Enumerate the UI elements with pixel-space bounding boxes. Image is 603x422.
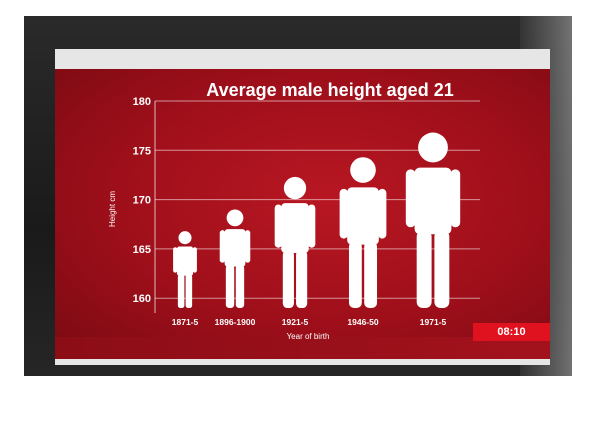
person-head	[226, 209, 244, 227]
person-right-arm	[244, 230, 251, 263]
x-tick-label: 1896-1900	[215, 317, 256, 327]
person-torso	[281, 203, 309, 253]
person-figure	[339, 157, 387, 308]
person-right-leg	[364, 241, 378, 308]
person-head	[350, 157, 376, 183]
y-tick-165: 165	[133, 244, 151, 256]
person-figure	[219, 209, 251, 308]
height-chart: Average male height aged 21 160 165 170 175…	[108, 80, 480, 341]
person-right-leg	[185, 274, 193, 308]
chart-title: Average male height aged 21	[206, 80, 453, 100]
person-torso	[224, 229, 246, 267]
person-figure	[405, 132, 461, 308]
person-right-arm	[450, 169, 461, 228]
person-left-leg	[416, 230, 432, 308]
person-right-arm	[308, 204, 316, 248]
person-right-leg	[296, 250, 308, 308]
y-tick-180: 180	[133, 96, 151, 108]
person-head	[418, 132, 448, 163]
x-tick-label: 1946-50	[347, 317, 378, 327]
x-tick-label: 1971-5	[420, 317, 447, 327]
person-figure	[173, 231, 197, 308]
y-tick-160: 160	[133, 293, 151, 305]
bottom-strip	[55, 337, 550, 359]
person-left-arm	[405, 169, 416, 228]
x-axis-label: Year of birth	[287, 332, 330, 341]
person-left-leg	[225, 264, 235, 308]
y-tick-175: 175	[133, 145, 151, 157]
y-tick-170: 170	[133, 195, 151, 207]
person-head	[283, 176, 307, 200]
x-tick-label: 1921-5	[282, 317, 309, 327]
y-axis-label: Height cm	[108, 191, 117, 227]
person-right-arm	[378, 188, 387, 239]
person-left-arm	[219, 230, 226, 263]
y-tick-labels: 160 165 170 175 180	[133, 96, 151, 305]
person-torso	[347, 187, 379, 245]
person-left-arm	[274, 204, 282, 248]
person-figures	[173, 132, 461, 308]
person-right-arm	[192, 247, 197, 273]
person-left-leg	[348, 241, 362, 308]
person-figure	[274, 176, 316, 308]
person-left-arm	[173, 247, 178, 273]
person-right-leg	[434, 230, 450, 308]
person-left-leg	[177, 274, 185, 308]
person-left-arm	[339, 188, 348, 239]
person-left-leg	[282, 250, 294, 308]
person-head	[178, 231, 192, 245]
clock-badge: 08:10	[473, 323, 550, 341]
x-tick-label: 1871-5	[172, 317, 199, 327]
person-torso	[414, 167, 452, 235]
person-right-leg	[235, 264, 245, 308]
person-torso	[176, 246, 194, 276]
x-tick-labels: 1871-5 1896-1900 1921-5 1946-50 1971-5	[172, 317, 447, 327]
tv-screen: 08:10 Average male height aged 21 160 165…	[55, 49, 550, 365]
